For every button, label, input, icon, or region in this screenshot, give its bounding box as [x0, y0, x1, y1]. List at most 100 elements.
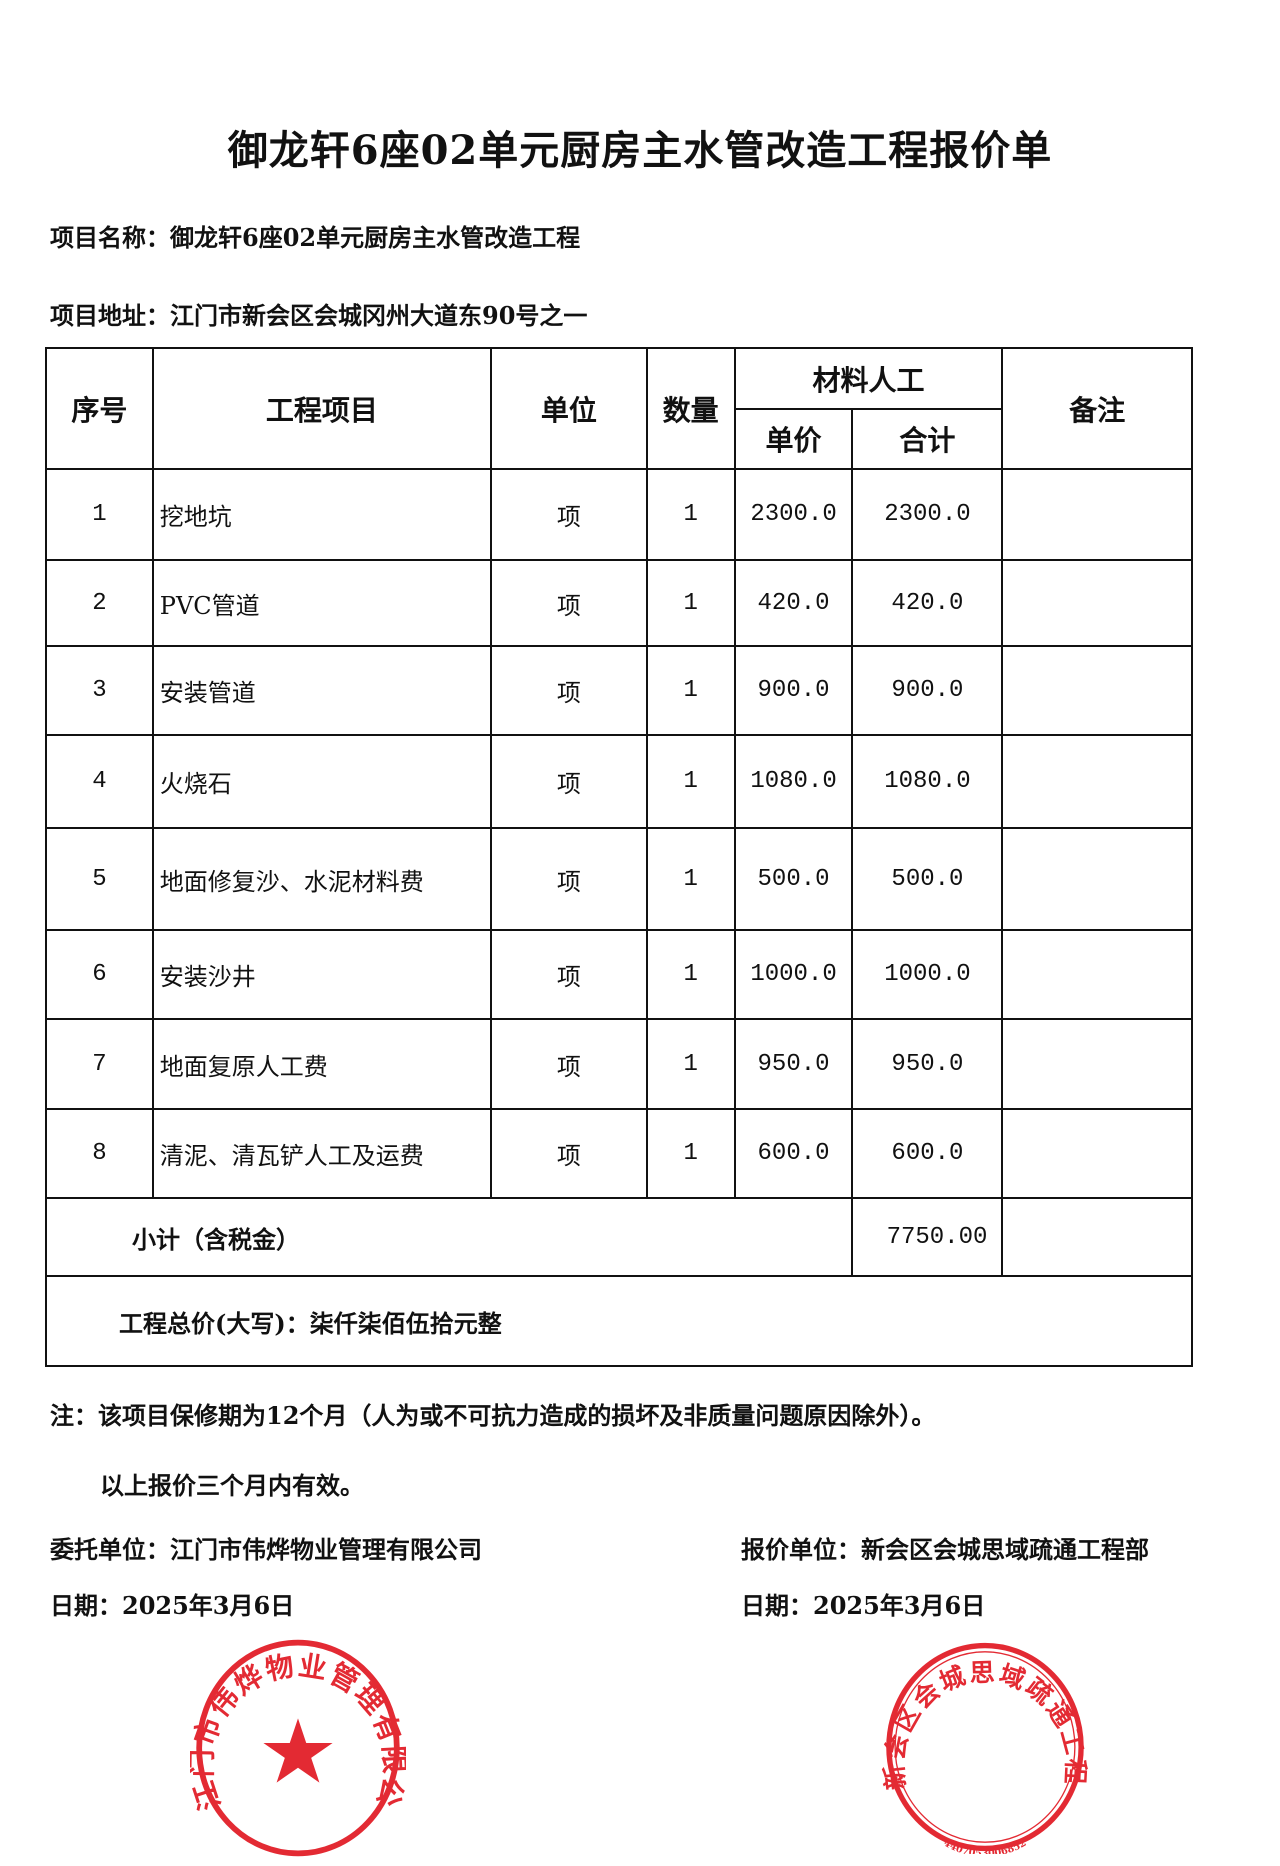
row-remark	[1001, 645, 1193, 736]
header-qty: 数量	[645, 347, 736, 470]
row-remark	[1001, 929, 1193, 1020]
row-item: 地面复原人工费	[151, 1018, 493, 1110]
seal-ring	[886, 1642, 1084, 1852]
table-row: 3 安装管道项 1 900.0 900.0	[45, 645, 1193, 736]
row-total: 1000.0	[851, 929, 1004, 1020]
row-total: 420.0	[851, 559, 1004, 647]
row-item: 安装管道	[151, 645, 493, 736]
row-qty: 1	[645, 827, 736, 931]
seal-code: 4407053006852	[942, 1838, 1029, 1854]
row-unit: 项	[490, 645, 648, 736]
quote-table: 序号 工程项目 单位 数量 材料人工 备注 单价 合计 1 挖地坑项 1 2300.0…	[44, 347, 1193, 1367]
seal-text: 江门市伟烨物业管理有限公司	[190, 1636, 406, 1814]
table-row: 6 安装沙井项 1 1000.0 1000.0	[45, 929, 1193, 1020]
row-unit-price: 1000.0	[733, 929, 854, 1020]
subtotal-value: 7750.00	[851, 1197, 1004, 1277]
row-qty: 1	[645, 559, 736, 647]
row-unit: 项	[490, 734, 648, 829]
table-row: 8 清泥、清瓦铲人工及运费项 1 600.0 600.0	[45, 1108, 1193, 1199]
project-name-line: 项目名称：御龙轩6座02单元厨房主水管改造工程	[50, 218, 580, 253]
row-unit-price: 600.0	[733, 1108, 854, 1199]
row-remark	[1001, 1018, 1193, 1110]
client-date: 日期：2025年3月6日	[50, 1591, 295, 1620]
row-total: 950.0	[851, 1018, 1004, 1110]
row-unit: 项	[490, 1018, 648, 1110]
row-qty: 1	[645, 734, 736, 829]
warranty-note: 注：该项目保修期为12个月（人为或不可抗力造成的损坏及非质量问题原因除外）。	[50, 1401, 936, 1430]
row-item: 挖地坑	[151, 468, 493, 561]
row-unit-price: 1080.0	[733, 734, 854, 829]
row-no: 7	[45, 1018, 154, 1110]
row-no: 1	[45, 468, 154, 561]
row-total: 900.0	[851, 645, 1004, 736]
row-no: 3	[45, 645, 154, 736]
project-name: 御龙轩6座02单元厨房主水管改造工程	[170, 223, 581, 252]
subtotal-label: 小计（含税金）	[44, 1197, 854, 1277]
row-total: 2300.0	[851, 468, 1004, 561]
header-remark: 备注	[1001, 347, 1193, 470]
header-total: 合计	[851, 408, 1004, 470]
subtotal-row: 小计（含税金） 7750.00	[44, 1197, 1193, 1277]
table-row: 2 PVC管道项 1 420.0 420.0	[45, 559, 1193, 647]
subtotal-remark	[1001, 1197, 1193, 1277]
row-item: PVC管道	[151, 559, 493, 647]
row-remark	[1001, 827, 1193, 931]
row-unit: 项	[490, 827, 648, 931]
row-unit: 项	[490, 929, 648, 1020]
row-qty: 1	[645, 1018, 736, 1110]
row-unit-price: 900.0	[733, 645, 854, 736]
total-words: 工程总价(大写)：柒仟柒佰伍拾元整	[45, 1275, 1193, 1367]
row-qty: 1	[645, 468, 736, 561]
row-total: 500.0	[851, 827, 1004, 931]
seal-ring	[196, 1639, 400, 1857]
row-unit: 项	[490, 468, 648, 561]
table-row: 1 挖地坑项 1 2300.0 2300.0	[45, 468, 1193, 561]
client-label: 委托单位：	[50, 1535, 170, 1564]
row-unit-price: 420.0	[733, 559, 854, 647]
project-address-label: 项目地址：	[50, 301, 170, 330]
quoter-name: 新会区会城思域疏通工程部	[861, 1535, 1149, 1564]
row-total: 1080.0	[851, 734, 1004, 829]
seal-inner-ring	[894, 1651, 1076, 1843]
seal-text: 新会区会城思域疏通工程部	[880, 1640, 1090, 1791]
table-row: 5 地面修复沙、水泥材料费项 1 500.0 500.0	[45, 827, 1193, 931]
page-title: 御龙轩6座02单元厨房主水管改造工程报价单	[227, 127, 1053, 174]
quoter-label: 报价单位：	[741, 1535, 861, 1564]
client-line: 委托单位：江门市伟烨物业管理有限公司	[50, 1530, 482, 1565]
header-unit: 单位	[490, 347, 648, 470]
row-total: 600.0	[851, 1108, 1004, 1199]
row-unit-price: 2300.0	[733, 468, 854, 561]
star-icon	[263, 1718, 333, 1783]
table-header-row: 序号 工程项目 单位 数量 材料人工 备注	[45, 347, 1193, 470]
table-row: 7 地面复原人工费项 1 950.0 950.0	[45, 1018, 1193, 1110]
header-no: 序号	[45, 347, 154, 470]
row-item: 安装沙井	[151, 929, 493, 1020]
header-unit-price: 单价	[733, 408, 854, 470]
quoter-company-seal: 新会区会城思域疏通工程部 4407053006852	[880, 1640, 1090, 1854]
validity-note: 以上报价三个月内有效。	[100, 1471, 364, 1500]
client-name: 江门市伟烨物业管理有限公司	[170, 1535, 482, 1564]
row-unit: 项	[490, 559, 648, 647]
row-item: 地面修复沙、水泥材料费	[151, 827, 493, 931]
row-no: 4	[45, 734, 154, 829]
table-row: 4 火烧石项 1 1080.0 1080.0	[45, 734, 1193, 829]
row-qty: 1	[645, 1108, 736, 1199]
row-unit: 项	[490, 1108, 648, 1199]
row-remark	[1001, 468, 1193, 561]
row-qty: 1	[645, 929, 736, 1020]
row-unit-price: 500.0	[733, 827, 854, 931]
project-name-label: 项目名称：	[50, 223, 170, 252]
client-company-seal: 江门市伟烨物业管理有限公司	[190, 1636, 406, 1857]
quoter-line: 报价单位：新会区会城思域疏通工程部	[741, 1530, 1149, 1565]
row-no: 6	[45, 929, 154, 1020]
row-qty: 1	[645, 645, 736, 736]
row-remark	[1001, 734, 1193, 829]
header-group: 材料人工	[733, 347, 1004, 410]
table-subheader-row: 单价 合计	[46, 408, 1192, 470]
quoter-date: 日期：2025年3月6日	[741, 1591, 986, 1620]
row-item: 清泥、清瓦铲人工及运费	[151, 1108, 493, 1199]
row-no: 8	[45, 1108, 154, 1199]
row-remark	[1001, 559, 1193, 647]
header-item: 工程项目	[151, 347, 493, 470]
row-no: 2	[45, 559, 154, 647]
